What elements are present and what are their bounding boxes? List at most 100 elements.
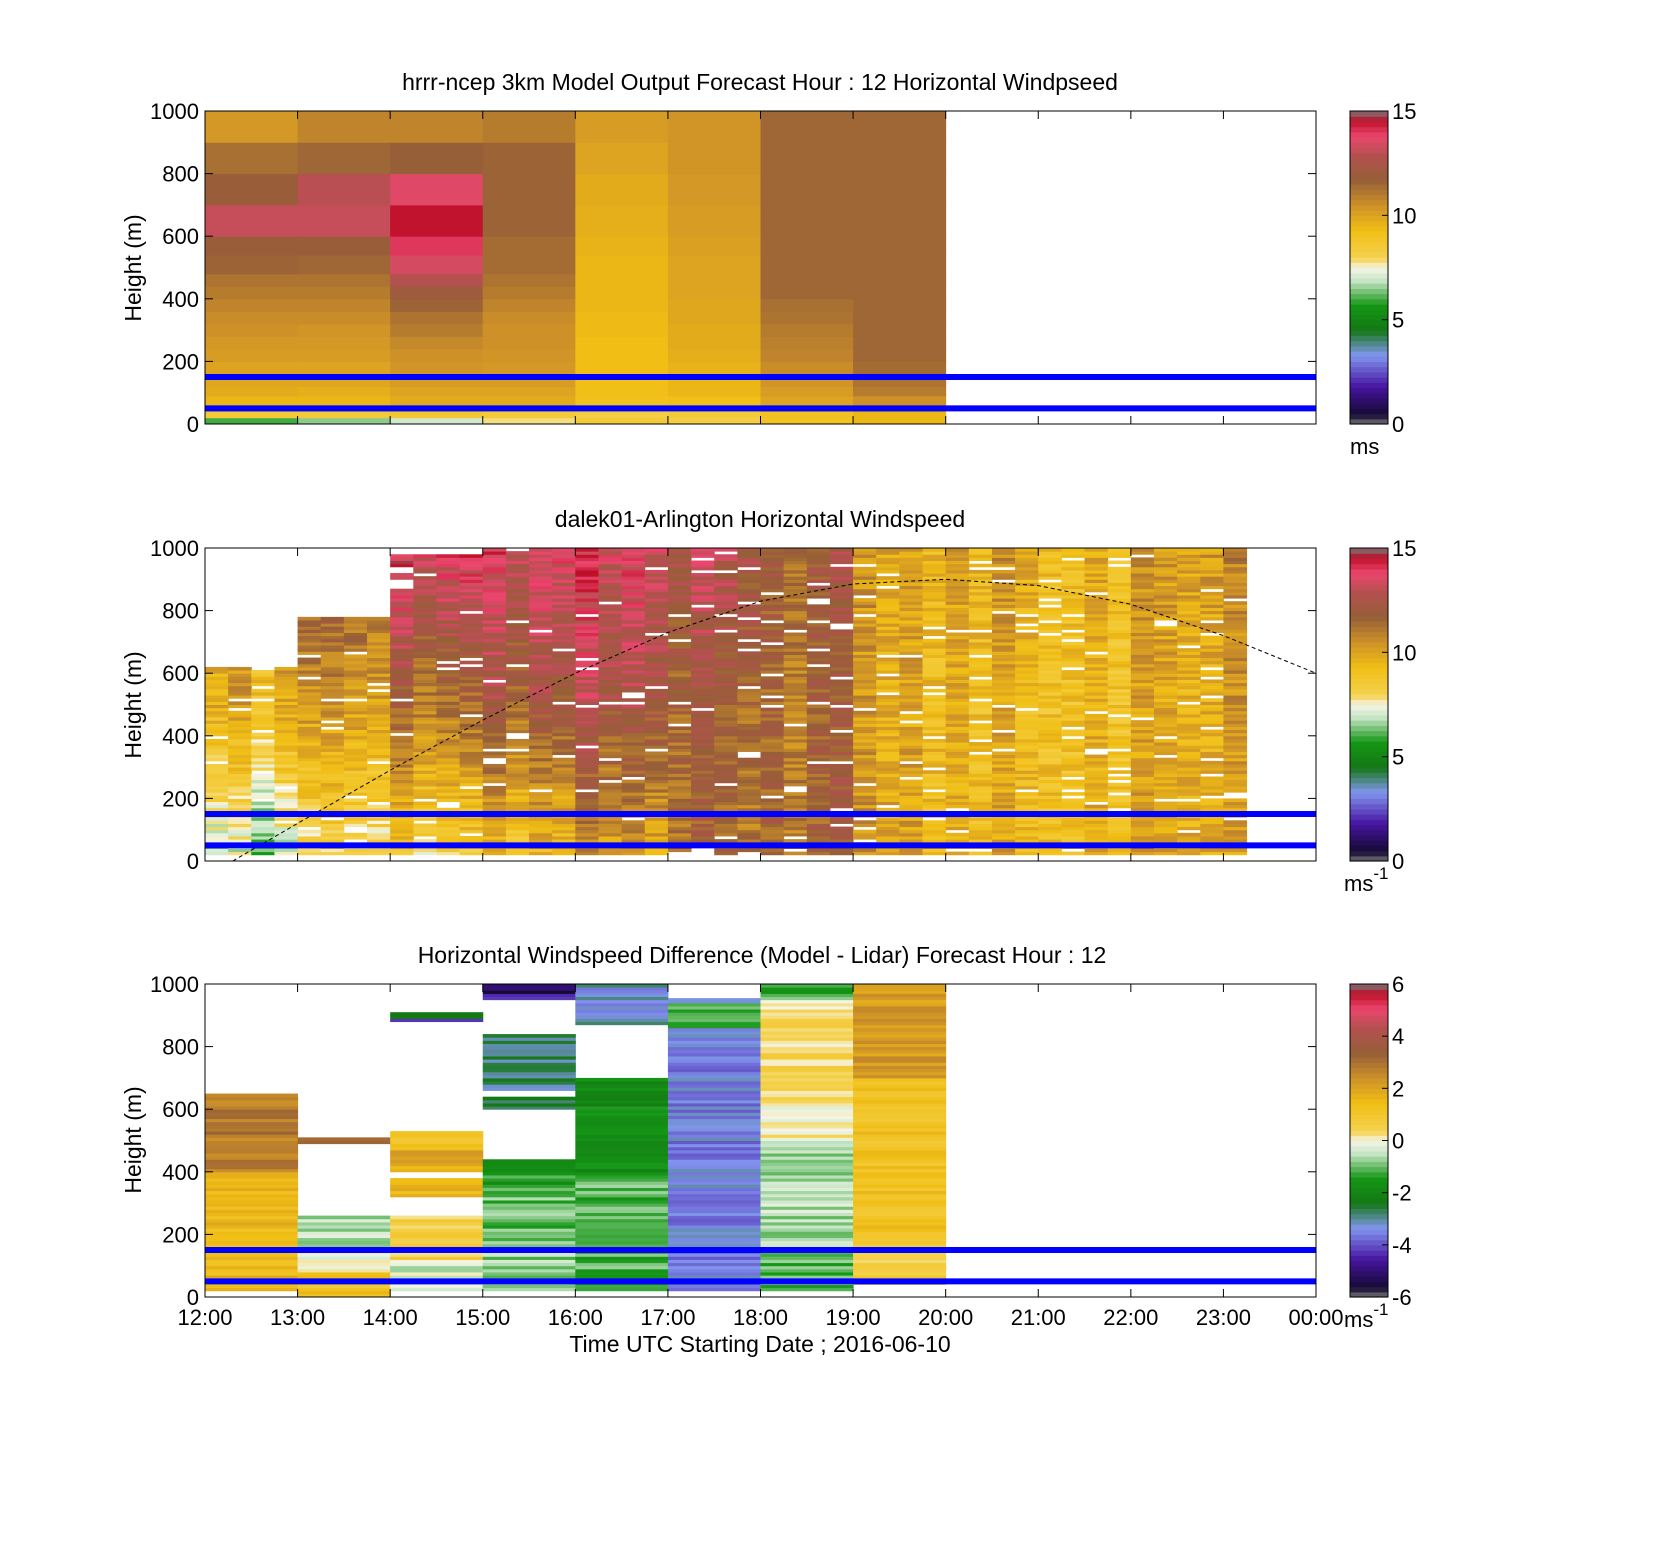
heatmap-cell [737, 832, 761, 837]
heatmap-cell [390, 1168, 484, 1173]
heatmap-cell [714, 623, 738, 627]
heatmap-cell [691, 789, 715, 793]
heatmap-cell [621, 835, 646, 840]
heatmap-cell [228, 742, 252, 746]
heatmap-cell [1200, 770, 1224, 774]
heatmap-cell [1223, 654, 1248, 659]
heatmap-cell [945, 579, 970, 583]
heatmap-cell [1200, 717, 1224, 721]
heatmap-cell [1200, 751, 1224, 756]
heatmap-cell [1107, 607, 1132, 612]
heatmap-cell [505, 648, 530, 652]
heatmap-cell [529, 613, 553, 618]
heatmap-cell [343, 648, 368, 652]
heatmap-cell [1130, 770, 1155, 774]
heatmap-cell [737, 792, 761, 796]
heatmap-cell [320, 619, 345, 624]
heatmap-cell [760, 1262, 854, 1267]
heatmap-cell [413, 607, 437, 612]
heatmap-cell [390, 1140, 484, 1145]
heatmap-cell [482, 598, 507, 602]
heatmap-cell [621, 670, 646, 674]
heatmap-cell [575, 1168, 669, 1173]
heatmap-cell [575, 560, 599, 565]
heatmap-cell [1130, 748, 1155, 752]
heatmap-cell [667, 1109, 761, 1113]
heatmap-cell [1061, 742, 1086, 746]
heatmap-cell [853, 1159, 947, 1163]
heatmap-cell [1107, 610, 1132, 615]
heatmap-cell [251, 745, 275, 749]
heatmap-cell [806, 820, 831, 824]
heatmap-cell [1061, 760, 1086, 765]
heatmap-cell [482, 851, 507, 856]
heatmap-cell [644, 745, 669, 749]
heatmap-cell [1061, 826, 1086, 831]
heatmap-cell [991, 651, 1016, 655]
heatmap-cell [853, 1271, 947, 1276]
heatmap-cell [945, 691, 970, 696]
heatmap-cell [1200, 594, 1224, 599]
heatmap-cell [390, 1131, 484, 1135]
heatmap-cell [760, 1206, 854, 1210]
heatmap-cell [1038, 701, 1062, 705]
heatmap-cell [806, 751, 831, 756]
heatmap-cell [1061, 817, 1086, 821]
heatmap-cell [783, 804, 808, 809]
heatmap-cell [552, 638, 576, 643]
heatmap-cell [737, 707, 761, 712]
heatmap-cell [1223, 582, 1248, 587]
heatmap-cell [667, 417, 761, 425]
x-tick-label: 23:00 [1196, 1305, 1251, 1330]
heatmap-cell [760, 767, 785, 771]
heatmap-cell [1084, 563, 1109, 568]
heatmap-cell [760, 361, 854, 375]
heatmap-cell [829, 629, 854, 634]
heatmap-cell [644, 773, 669, 777]
heatmap-cell [482, 1178, 576, 1182]
heatmap-cell [1200, 742, 1224, 746]
heatmap-cell [667, 1153, 761, 1157]
heatmap-cell [413, 710, 437, 715]
heatmap-cell [1107, 573, 1132, 577]
heatmap-cell [667, 807, 692, 812]
heatmap-cell [274, 789, 299, 793]
heatmap-cell [436, 654, 461, 659]
heatmap-cell [621, 789, 646, 793]
heatmap-cell [1223, 566, 1248, 571]
heatmap-cell [436, 573, 461, 577]
heatmap-cell [390, 1284, 484, 1289]
heatmap-cell [529, 641, 553, 646]
heatmap-cell [691, 585, 715, 590]
heatmap-cell [575, 1096, 669, 1101]
heatmap-cell [575, 738, 599, 743]
heatmap-cell [343, 763, 368, 768]
heatmap-cell [853, 1275, 947, 1279]
heatmap-cell [1200, 657, 1224, 662]
heatmap-cell [945, 557, 970, 562]
heatmap-cell [876, 682, 900, 687]
heatmap-cell [667, 1018, 761, 1023]
heatmap-cell [459, 560, 484, 565]
heatmap-cell [945, 839, 970, 843]
heatmap-cell [598, 610, 623, 615]
heatmap-cell [505, 598, 530, 602]
heatmap-cell [783, 604, 808, 608]
heatmap-cell [459, 851, 484, 856]
heatmap-cell [1130, 713, 1155, 718]
heatmap-cell [575, 573, 599, 577]
heatmap-cell [899, 660, 924, 665]
heatmap-cell [1038, 573, 1062, 577]
heatmap-cell [968, 826, 993, 831]
heatmap-cell [737, 548, 761, 552]
heatmap-cell [390, 1287, 484, 1292]
heatmap-cell [1084, 789, 1109, 793]
heatmap-cell [1061, 582, 1086, 587]
colorbar-segment [1350, 1291, 1388, 1298]
heatmap-cell [644, 607, 669, 612]
heatmap-cell [482, 751, 507, 756]
heatmap-cell [691, 629, 715, 634]
heatmap-cell [1200, 760, 1224, 765]
heatmap-cell [1061, 829, 1086, 834]
